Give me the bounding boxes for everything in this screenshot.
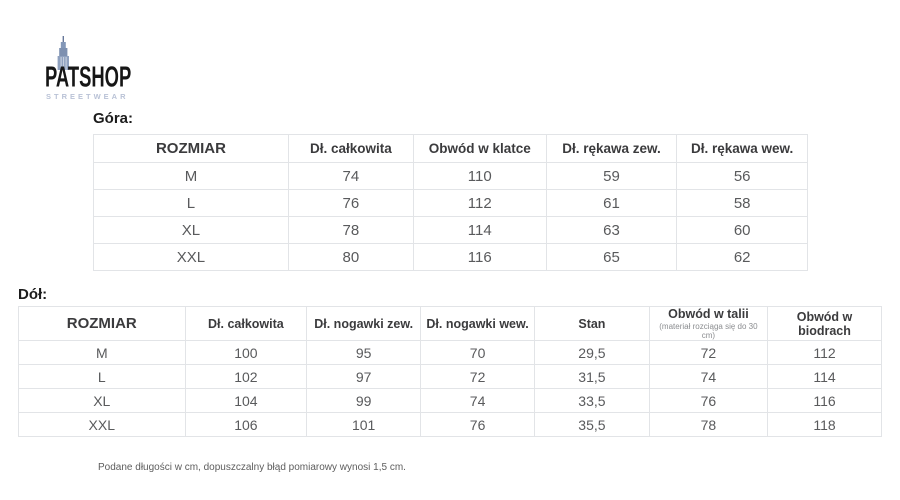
value-cell: 76 (420, 412, 536, 437)
logo-subtext: STREETWEAR (46, 92, 129, 101)
value-cell: 35,5 (534, 412, 650, 437)
value-cell: 78 (648, 412, 769, 437)
value-cell: 78 (287, 216, 414, 244)
table-header-row: ROZMIAR Dł. całkowita Obwód w klatce Dł.… (93, 134, 808, 163)
value-cell: 58 (676, 189, 808, 217)
value-cell: 31,5 (534, 364, 650, 389)
size-cell: XL (18, 388, 186, 413)
column-header-rozmiar: ROZMIAR (93, 134, 289, 163)
value-cell: 104 (184, 388, 308, 413)
value-cell: 70 (420, 340, 536, 365)
table-row: XL 104 99 74 33,5 76 116 (18, 388, 882, 413)
table-header-row: ROZMIAR Dł. całkowita Dł. nogawki zew. D… (18, 306, 882, 341)
column-header: Obwód w biodrach (767, 306, 882, 341)
column-header-rozmiar: ROZMIAR (18, 306, 186, 341)
value-cell: 110 (412, 162, 547, 190)
value-cell: 60 (676, 216, 808, 244)
column-header-label: Obwód w talii (668, 307, 749, 321)
value-cell: 74 (287, 162, 414, 190)
column-header: Dł. całkowita (184, 306, 308, 341)
value-cell: 112 (767, 340, 882, 365)
value-cell: 97 (306, 364, 422, 389)
brand-logo: PATSHOP STREETWEAR (45, 36, 135, 101)
column-header: Dł. nogawki zew. (306, 306, 422, 341)
size-cell: XXL (18, 412, 186, 437)
column-header: Dł. rękawa wew. (676, 134, 808, 163)
value-cell: 29,5 (534, 340, 650, 365)
value-cell: 106 (184, 412, 308, 437)
value-cell: 95 (306, 340, 422, 365)
value-cell: 59 (545, 162, 678, 190)
column-header: Dł. nogawki wew. (420, 306, 536, 341)
value-cell: 62 (676, 243, 808, 271)
size-cell: L (93, 189, 289, 217)
value-cell: 63 (545, 216, 678, 244)
table-row: M 100 95 70 29,5 72 112 (18, 340, 882, 365)
value-cell: 112 (412, 189, 547, 217)
column-header-talia: Obwód w talii (materiał rozciąga się do … (648, 306, 769, 341)
size-table-top: ROZMIAR Dł. całkowita Obwód w klatce Dł.… (93, 134, 808, 271)
value-cell: 74 (420, 388, 536, 413)
value-cell: 76 (648, 388, 769, 413)
column-header: Stan (534, 306, 650, 341)
value-cell: 114 (412, 216, 547, 244)
size-cell: XL (93, 216, 289, 244)
size-cell: M (93, 162, 289, 190)
section-label-top: Góra: (93, 110, 134, 127)
value-cell: 116 (412, 243, 547, 271)
value-cell: 118 (767, 412, 882, 437)
size-table-bottom: ROZMIAR Dł. całkowita Dł. nogawki zew. D… (18, 306, 882, 437)
table-row: XL 78 114 63 60 (93, 216, 808, 244)
value-cell: 76 (287, 189, 414, 217)
value-cell: 74 (648, 364, 769, 389)
column-header: Dł. całkowita (287, 134, 414, 163)
column-header: Dł. rękawa zew. (545, 134, 678, 163)
value-cell: 101 (306, 412, 422, 437)
measurement-footnote: Podane długości w cm, dopuszczalny błąd … (98, 462, 406, 473)
section-label-bottom: Dół: (18, 286, 48, 303)
size-cell: M (18, 340, 186, 365)
building-tower-icon (57, 36, 69, 70)
value-cell: 61 (545, 189, 678, 217)
value-cell: 99 (306, 388, 422, 413)
table-row: L 102 97 72 31,5 74 114 (18, 364, 882, 389)
value-cell: 114 (767, 364, 882, 389)
value-cell: 80 (287, 243, 414, 271)
size-cell: L (18, 364, 186, 389)
column-header-note: (materiał rozciąga się do 30 cm) (659, 322, 758, 340)
logo-wordmark: PATSHOP (45, 62, 132, 94)
value-cell: 33,5 (534, 388, 650, 413)
value-cell: 116 (767, 388, 882, 413)
table-row: M 74 110 59 56 (93, 162, 808, 190)
value-cell: 72 (648, 340, 769, 365)
value-cell: 102 (184, 364, 308, 389)
value-cell: 56 (676, 162, 808, 190)
value-cell: 72 (420, 364, 536, 389)
value-cell: 65 (545, 243, 678, 271)
table-row: XXL 106 101 76 35,5 78 118 (18, 412, 882, 437)
table-row: XXL 80 116 65 62 (93, 243, 808, 271)
value-cell: 100 (184, 340, 308, 365)
size-cell: XXL (93, 243, 289, 271)
table-row: L 76 112 61 58 (93, 189, 808, 217)
column-header: Obwód w klatce (412, 134, 547, 163)
